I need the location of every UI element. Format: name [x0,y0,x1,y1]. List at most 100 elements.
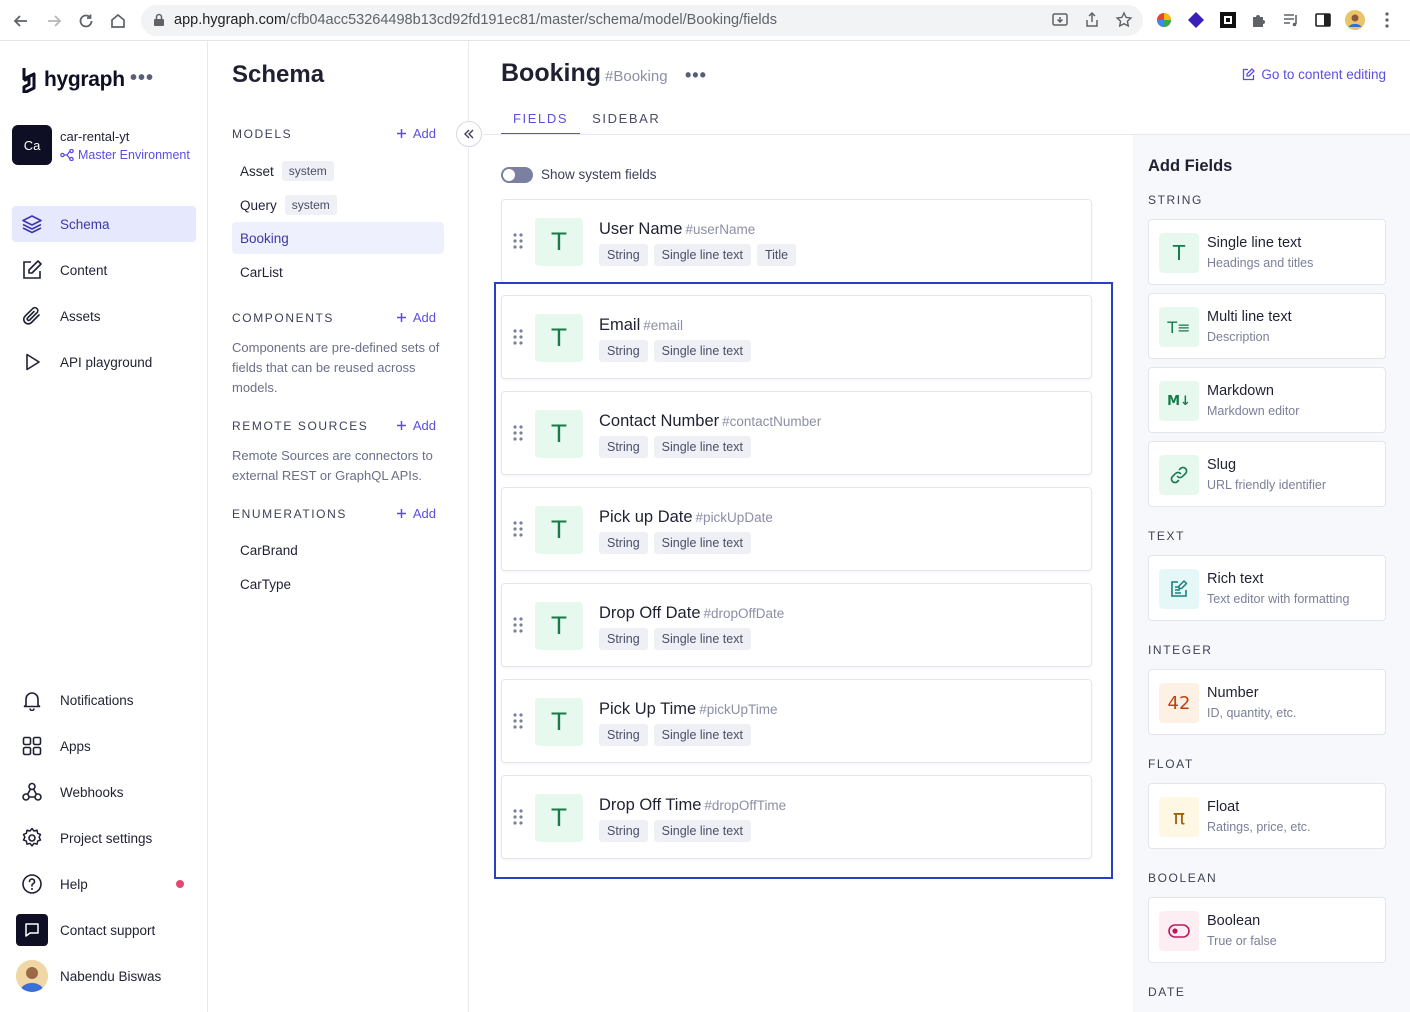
drag-handle-icon[interactable] [513,521,523,537]
environment-link[interactable]: Master Environment [60,148,190,162]
field-type-single-line-text[interactable]: T Single line text Headings and titles [1148,219,1386,285]
tab-divider [469,134,1410,135]
field-name: Contact Number #contactNumber [599,412,822,430]
system-badge: system [284,195,337,215]
drag-handle-icon[interactable] [513,425,523,441]
field-card-drop-off-time[interactable]: T Drop Off Time #dropOffTime String Singl… [501,775,1092,859]
plus-icon [396,313,406,322]
puzzle-extensions-icon[interactable] [1249,10,1269,30]
nav-user-profile[interactable]: Nabendu Biswas [12,958,196,994]
model-more-icon[interactable]: ••• [685,65,707,85]
reload-icon[interactable] [75,10,97,32]
go-to-content-editing-link[interactable]: Go to content editing [1242,67,1386,82]
nav-label: Schema [60,216,110,232]
tab-sidebar[interactable]: SIDEBAR [592,111,661,126]
field-tag: Title [756,244,797,266]
hygraph-logo[interactable]: hygraph [20,67,125,93]
model-tabs: FIELDS SIDEBAR [501,109,672,135]
field-card-contact-number[interactable]: T Contact Number #contactNumber String Si… [501,391,1092,475]
multi-line-text-icon: T≡ [1159,307,1199,347]
field-api-id: #pickUpDate [695,510,773,525]
diamond-extension-icon[interactable] [1186,10,1206,30]
environment-name: Master Environment [78,148,190,162]
left-navigation: hygraph ••• Ca car-rental-yt Master Envi… [0,41,208,1012]
category-integer: INTEGER [1148,643,1213,657]
field-type-markdown[interactable]: M↓ Markdown Markdown editor [1148,367,1386,433]
side-panel-icon[interactable] [1313,10,1333,30]
field-tags: String Single line text Title [599,244,797,266]
nav-contact-support[interactable]: Contact support [12,912,196,948]
field-tag: String [599,436,648,458]
add-fields-title: Add Fields [1148,157,1233,175]
nav-schema[interactable]: Schema [12,206,196,242]
back-icon[interactable] [10,10,32,32]
model-api-id: #Booking [605,68,668,85]
nav-project-settings[interactable]: Project settings [12,820,196,856]
home-icon[interactable] [107,10,129,32]
show-system-fields-toggle[interactable] [501,167,533,183]
field-api-id: #contactNumber [722,414,822,429]
color-extension-icon[interactable] [1154,10,1174,30]
bookmark-star-icon[interactable] [1115,11,1133,29]
add-remote-source-button[interactable]: Add [396,418,436,433]
add-component-button[interactable]: Add [396,310,436,325]
model-item-query[interactable]: Query system [232,189,444,221]
enum-item-carbrand[interactable]: CarBrand [240,542,298,558]
field-type-multi-line-text[interactable]: T≡ Multi line text Description [1148,293,1386,359]
field-type-number[interactable]: 42 Number ID, quantity, etc. [1148,669,1386,735]
field-card-email[interactable]: T Email #email String Single line text [501,295,1092,379]
field-tag: String [599,340,648,362]
field-tags: String Single line text [599,436,751,458]
forward-icon[interactable] [43,10,65,32]
project-switcher[interactable]: Ca car-rental-yt Master Environment [12,125,190,165]
field-type-slug[interactable]: Slug URL friendly identifier [1148,441,1386,507]
nav-label: Assets [60,308,101,324]
model-item-carlist[interactable]: CarList [240,264,283,280]
nav-apps[interactable]: Apps [12,728,196,764]
nav-webhooks[interactable]: Webhooks [12,774,196,810]
browser-menu-icon[interactable] [1377,10,1397,30]
play-icon [20,350,44,374]
logo-more-icon[interactable]: ••• [130,67,155,89]
share-icon[interactable] [1083,11,1101,29]
field-type-rich-text[interactable]: Rich text Text editor with formatting [1148,555,1386,621]
field-card-pick-up-time[interactable]: T Pick Up Time #pickUpTime String Single … [501,679,1092,763]
nav-help[interactable]: Help [12,866,196,902]
schema-sidebar: Schema MODELS Add Asset system Query sys… [208,41,469,1012]
add-enumeration-button[interactable]: Add [396,506,436,521]
model-item-booking[interactable]: Booking [232,222,444,254]
tab-fields[interactable]: FIELDS [501,109,581,135]
field-card-pick-up-date[interactable]: T Pick up Date #pickUpDate String Single … [501,487,1092,571]
field-card-drop-off-date[interactable]: T Drop Off Date #dropOffDate String Singl… [501,583,1092,667]
nav-api-playground[interactable]: API playground [12,344,196,380]
install-icon[interactable] [1051,11,1069,29]
profile-avatar-icon[interactable] [1345,10,1365,30]
nav-notifications[interactable]: Notifications [12,682,196,718]
model-item-asset[interactable]: Asset system [232,155,444,187]
add-fields-panel: Add Fields STRING T Single line text Hea… [1133,135,1410,1012]
add-model-button[interactable]: Add [396,126,436,141]
text-type-icon: T [535,602,583,650]
drag-handle-icon[interactable] [513,617,523,633]
drag-handle-icon[interactable] [513,809,523,825]
collapse-sidebar-button[interactable] [456,121,482,147]
square-extension-icon[interactable] [1218,10,1238,30]
nav-content[interactable]: Content [12,252,196,288]
nav-assets[interactable]: Assets [12,298,196,334]
hygraph-logo-icon [22,68,36,93]
field-type-float[interactable]: π Float Ratings, price, etc. [1148,783,1386,849]
enum-item-cartype[interactable]: CarType [240,576,292,592]
edit-icon [1243,68,1256,81]
field-tag: Single line text [653,532,751,554]
address-bar[interactable]: app.hygraph.com/cfb04acc53264498b13cd92f… [141,5,1143,36]
field-type-boolean[interactable]: Boolean True or false [1148,897,1386,963]
number-icon: 42 [1159,683,1199,723]
drag-handle-icon[interactable] [513,329,523,345]
media-control-icon[interactable] [1281,10,1301,30]
field-tag: String [599,724,648,746]
field-tag: String [599,820,648,842]
drag-handle-icon[interactable] [513,713,523,729]
field-tags: String Single line text [599,724,751,746]
drag-handle-icon[interactable] [513,233,523,249]
field-card-username[interactable]: T User Name #userName String Single line … [501,199,1092,283]
